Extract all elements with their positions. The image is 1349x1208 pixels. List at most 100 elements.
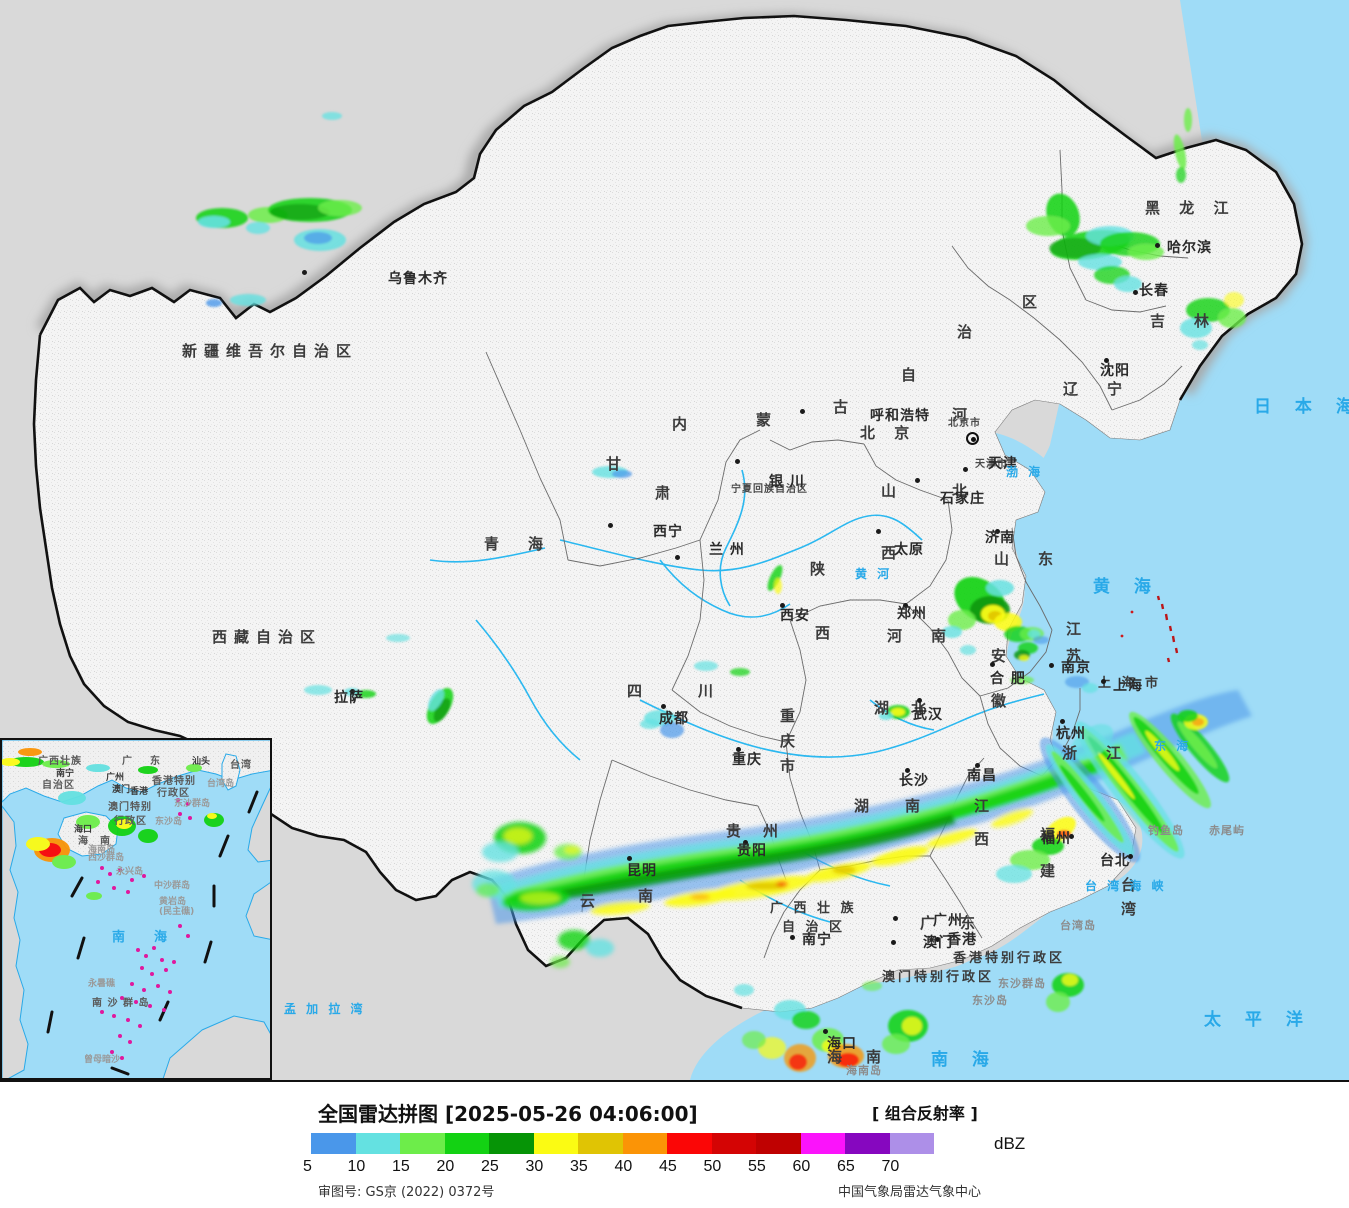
city-marker bbox=[891, 940, 896, 945]
inset-label: 海南岛 bbox=[88, 845, 116, 855]
city-marker bbox=[1155, 243, 1160, 248]
inset-label: 东沙岛 bbox=[155, 817, 183, 827]
city-marker bbox=[608, 523, 613, 528]
inset-label: 广 bbox=[122, 756, 133, 767]
echo-gansu-shaanxi bbox=[592, 466, 783, 594]
echo-henan-anhui bbox=[942, 577, 1098, 693]
legend-panel: 全国雷达拼图 [2025-05-26 04:06:00] [ 组合反射率 ] bbox=[0, 1080, 1349, 1208]
product-label: [ 组合反射率 ] bbox=[872, 1104, 978, 1123]
city-marker bbox=[735, 459, 740, 464]
colorbar-swatch-10 bbox=[355, 1133, 400, 1154]
colorbar-tick-45: 45 bbox=[659, 1158, 677, 1175]
city-marker bbox=[780, 603, 785, 608]
inset-label: 行政区 bbox=[114, 816, 147, 827]
inset-label: (民主礁) bbox=[159, 907, 195, 917]
capital-marker bbox=[966, 432, 979, 445]
city-marker bbox=[661, 704, 666, 709]
echo-hainan bbox=[734, 973, 1084, 1072]
colorbar-swatch-70 bbox=[889, 1133, 934, 1154]
city-marker bbox=[917, 698, 922, 703]
colorbar-swatch-35 bbox=[578, 1133, 623, 1154]
colorbar-swatch-20 bbox=[444, 1133, 489, 1154]
city-marker bbox=[963, 467, 968, 472]
inset-label: 南 沙 群 岛 bbox=[92, 998, 150, 1009]
colorbar-swatch-60 bbox=[800, 1133, 845, 1154]
inset-label: 西沙群岛 bbox=[88, 853, 125, 863]
city-marker bbox=[675, 555, 680, 560]
rivers-layer bbox=[429, 469, 1045, 923]
city-marker bbox=[995, 529, 1000, 534]
inset-label: 台湾 bbox=[230, 760, 252, 771]
inset-label: 曾母暗沙 bbox=[84, 1055, 121, 1065]
colorbar-swatch-55 bbox=[756, 1133, 801, 1154]
colorbar-swatch-50 bbox=[711, 1133, 756, 1154]
map-approval-number: 审图号: GS京 (2022) 0372号 bbox=[318, 1185, 495, 1200]
colorbar-tick-20: 20 bbox=[436, 1158, 455, 1175]
page-title: 全国雷达拼图 [2025-05-26 04:06:00] bbox=[318, 1102, 698, 1126]
colorbar-tick-15: 15 bbox=[392, 1158, 410, 1175]
inset-labels: 广西壮族 自治区广东南宁 广州 澳门 香港 香港特别 行政区 澳门特别 行政区 汕头 台湾 台湾岛 东沙… bbox=[2, 740, 270, 1078]
city-marker bbox=[876, 529, 881, 534]
national-border bbox=[38, 14, 1304, 401]
inset-label: 永暑礁 bbox=[88, 979, 116, 989]
city-marker bbox=[1069, 834, 1074, 839]
dbz-tick-labels: 5 10 15 20 25 30 35 40 45 50 55 60 65 70 bbox=[0, 1158, 1349, 1178]
city-marker bbox=[1049, 663, 1054, 668]
colorbar-swatch-65 bbox=[845, 1133, 890, 1154]
inset-label: 香港 bbox=[130, 787, 149, 797]
inset-label: 南 海 bbox=[112, 930, 176, 945]
inset-label: 南宁 bbox=[56, 769, 75, 779]
inset-label: 永兴岛 bbox=[116, 867, 144, 877]
inset-label: 广西壮族 bbox=[38, 756, 82, 767]
inset-label: 行政区 bbox=[157, 788, 190, 799]
colorbar-tick-30: 30 bbox=[525, 1158, 544, 1175]
echo-north-xinjiang bbox=[196, 112, 362, 307]
echo-southeast-coast bbox=[996, 710, 1230, 883]
colorbar-tick-25: 25 bbox=[481, 1158, 499, 1175]
inset-label: 自治区 bbox=[42, 780, 75, 791]
city-marker bbox=[1133, 290, 1138, 295]
colorbar-tick-70: 70 bbox=[881, 1158, 900, 1175]
colorbar-tick-35: 35 bbox=[570, 1158, 588, 1175]
china-radar-map[interactable]: 新疆维吾尔自治区 西藏自治区青 海甘肃内蒙古自治区黑 龙 江吉 林辽 宁河北山西陕… bbox=[0, 0, 1349, 1080]
colorbar-tick-10: 10 bbox=[347, 1158, 366, 1175]
echo-sichuan bbox=[640, 661, 750, 738]
city-marker bbox=[790, 935, 795, 940]
colorbar-tick-5: 5 bbox=[303, 1158, 312, 1175]
dbz-unit-label: dBZ bbox=[994, 1134, 1026, 1153]
inset-label: 东沙群岛 bbox=[174, 799, 211, 809]
colorbar-tick-55: 55 bbox=[748, 1158, 766, 1175]
colorbar-tick-40: 40 bbox=[614, 1158, 633, 1175]
inset-label: 汕头 bbox=[192, 757, 211, 767]
inset-label: 台湾岛 bbox=[207, 779, 235, 789]
inset-label: 黄岩岛 bbox=[159, 897, 187, 907]
city-marker bbox=[302, 270, 307, 275]
colorbar-tick-60: 60 bbox=[792, 1158, 811, 1175]
city-marker bbox=[1101, 679, 1106, 684]
colorbar-swatch-15 bbox=[400, 1133, 445, 1154]
inset-label: 海口 bbox=[74, 825, 93, 835]
colorbar-swatch-40 bbox=[622, 1133, 667, 1154]
inset-vector-layer bbox=[2, 740, 270, 1078]
city-marker bbox=[935, 937, 940, 942]
colorbar-tick-50: 50 bbox=[703, 1158, 722, 1175]
dbz-colorbar[interactable] bbox=[311, 1133, 934, 1154]
city-marker bbox=[743, 840, 748, 845]
issuing-agency: 中国气象局雷达气象中心 bbox=[838, 1185, 982, 1200]
radar-echo-layer bbox=[196, 108, 1246, 738]
echo-hubei bbox=[879, 705, 910, 720]
south-china-sea-inset[interactable]: 广西壮族 自治区广东南宁 广州 澳门 香港 香港特别 行政区 澳门特别 行政区 汕头 台湾 台湾岛 东沙… bbox=[0, 738, 272, 1080]
city-marker bbox=[1128, 854, 1133, 859]
city-marker bbox=[893, 916, 898, 921]
inset-label: 海 南 bbox=[78, 836, 111, 847]
city-marker bbox=[1060, 719, 1065, 724]
city-marker bbox=[627, 856, 632, 861]
colorbar-swatch-45 bbox=[667, 1133, 712, 1154]
inset-label: 中沙群岛 bbox=[154, 881, 191, 891]
echo-sea-clutter bbox=[1120, 595, 1179, 663]
city-marker bbox=[736, 747, 741, 752]
city-marker bbox=[975, 763, 980, 768]
echo-northeast bbox=[1026, 108, 1246, 350]
map-vector-layer bbox=[32, 0, 1349, 1080]
